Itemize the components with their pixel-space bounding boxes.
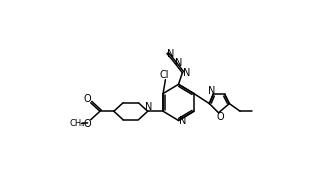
Text: N: N (208, 86, 215, 96)
Text: O: O (216, 112, 224, 122)
Text: N: N (182, 68, 190, 78)
Text: N: N (145, 102, 152, 112)
Text: O: O (84, 94, 91, 104)
Text: N: N (167, 48, 174, 58)
Text: N: N (179, 116, 186, 126)
Text: Cl: Cl (159, 70, 169, 80)
Text: CH₃: CH₃ (69, 119, 85, 128)
Text: N: N (175, 58, 182, 68)
Text: O: O (83, 119, 91, 129)
